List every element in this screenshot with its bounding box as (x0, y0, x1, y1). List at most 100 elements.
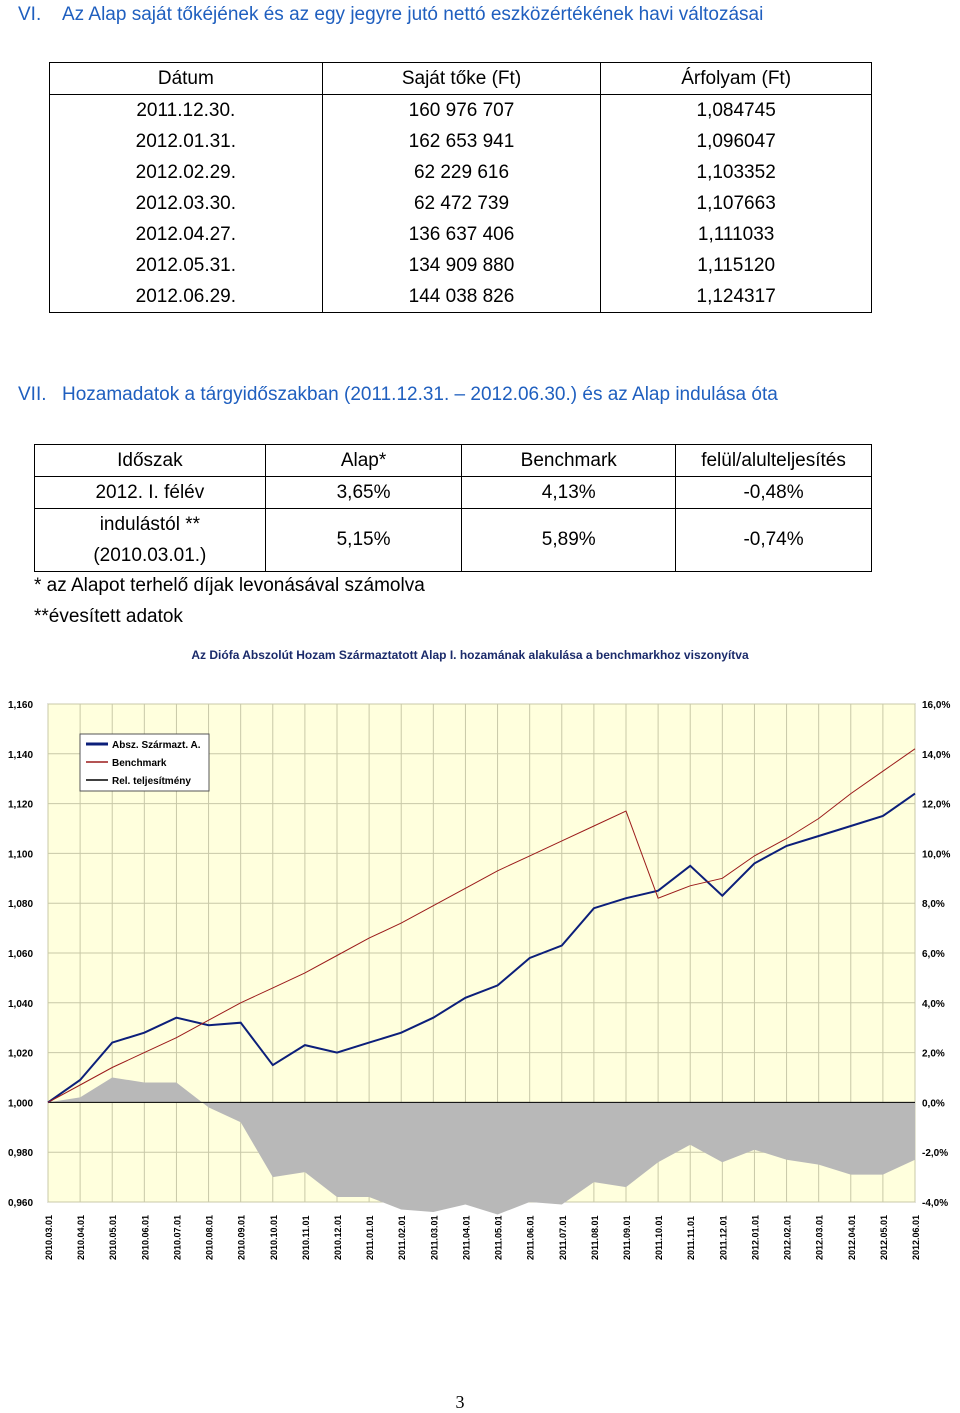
period-line: 2012. I. félév (95, 481, 205, 503)
y-left-tick-label: 1,040 (8, 999, 33, 1010)
y-right-tick-label: 6,0% (922, 949, 945, 960)
x-tick-label: 2010.06.01 (140, 1215, 150, 1260)
table-cell: 162 653 941 (321, 126, 602, 157)
table-cell: 1,107663 (600, 188, 872, 219)
series-line-benchmark (47, 748, 916, 1103)
column-header: Dátum (49, 62, 323, 95)
table-cell: 1,115120 (600, 250, 872, 281)
y-right-tick-label: 8,0% (922, 899, 945, 910)
table-header-row: Dátum Saját tőke (Ft) Árfolyam (Ft) (49, 62, 872, 95)
x-tick-label: 2011.04.01 (461, 1215, 471, 1260)
y-right-tick-label: 4,0% (922, 999, 945, 1010)
period-line: (2010.03.01.) (93, 545, 207, 566)
column-header: felül/alulteljesítés (675, 444, 872, 477)
table-cell: 5,89% (461, 508, 677, 572)
table-cell: -0,74% (675, 508, 872, 572)
y-right-tick-label: 10,0% (922, 849, 950, 860)
x-tick-label: 2011.06.01 (526, 1215, 536, 1260)
y-left-tick-label: 1,020 (8, 1049, 33, 1060)
column-header: Alap* (264, 444, 463, 477)
x-tick-label: 2011.03.01 (429, 1215, 439, 1260)
section7-heading: VII. Hozamadatok a tárgyidőszakban (2011.… (18, 384, 778, 406)
table-cell: 2012.01.31. (49, 126, 323, 157)
legend-label: Absz. Származt. A. (112, 740, 201, 751)
x-tick-label: 2010.07.01 (172, 1215, 182, 1260)
table-header-row: Időszak Alap* Benchmark felül/alulteljesíté… (34, 444, 872, 477)
monthly-changes-table: Dátum Saját tőke (Ft) Árfolyam (Ft) 2011.12… (49, 62, 872, 313)
table-cell: 2012.06.29. (49, 281, 323, 313)
y-left-tick-label: 1,140 (8, 750, 33, 761)
page-number: 3 (455, 1392, 465, 1412)
table-row: indulástól ** (2010.03.01.) 5,15% 5,89% -0,7… (34, 508, 872, 572)
table-cell: 1,124317 (600, 281, 872, 313)
table-cell: 1,096047 (600, 126, 872, 157)
table-row: 2012. I. félév 3,65% 4,13% -0,48% (34, 476, 872, 509)
table-row: 2012.04.27. 136 637 406 1,111033 (49, 219, 872, 250)
x-tick-label: 2010.09.01 (237, 1215, 247, 1260)
table-cell: 4,13% (461, 476, 677, 509)
x-tick-label: 2011.08.01 (590, 1215, 600, 1260)
x-tick-label: 2011.02.01 (397, 1215, 407, 1260)
y-right-tick-label: 12,0% (922, 800, 950, 811)
x-tick-label: 2010.12.01 (333, 1215, 343, 1260)
table-cell: 144 038 826 (321, 281, 602, 313)
period-line: indulástól ** (99, 514, 201, 535)
legend-label: Benchmark (112, 758, 167, 769)
y-right-tick-label: 2,0% (922, 1049, 945, 1060)
x-tick-label: 2012.04.01 (847, 1215, 857, 1260)
table-row: 2011.12.30. 160 976 707 1,084745 (49, 94, 872, 126)
table-cell: -0,48% (675, 476, 872, 509)
table-cell: 1,111033 (600, 219, 872, 250)
period-cell: 2012. I. félév (34, 476, 266, 509)
legend-label: Rel. teljesítmény (112, 776, 191, 787)
x-tick-label: 2011.09.01 (622, 1215, 632, 1260)
x-tick-label: 2010.05.01 (108, 1215, 118, 1260)
table-cell: 2012.04.27. (49, 219, 323, 250)
x-tick-label: 2010.08.01 (205, 1215, 215, 1260)
x-tick-label: 2012.06.01 (911, 1215, 921, 1260)
table-cell: 134 909 880 (321, 250, 602, 281)
x-tick-label: 2012.05.01 (879, 1215, 889, 1260)
x-tick-label: 2010.11.01 (301, 1215, 311, 1260)
column-header: Benchmark (461, 444, 677, 477)
y-left-tick-label: 1,160 (8, 700, 33, 711)
table-cell: 62 472 739 (321, 188, 602, 219)
y-right-tick-label: -2,0% (922, 1148, 948, 1159)
returns-table: Időszak Alap* Benchmark felül/alulteljesíté… (34, 444, 872, 572)
table-cell: 5,15% (264, 508, 463, 572)
table-row: 2012.02.29. 62 229 616 1,103352 (49, 157, 872, 188)
y-left-tick-label: 1,060 (8, 949, 33, 960)
column-header: Saját tőke (Ft) (321, 62, 602, 95)
y-left-tick-label: 1,080 (8, 899, 33, 910)
table-row: 2012.01.31. 162 653 941 1,096047 (49, 126, 872, 157)
y-right-tick-label: 0,0% (922, 1098, 945, 1109)
y-left-tick-label: 0,980 (8, 1148, 33, 1159)
x-tick-label: 2011.05.01 (494, 1215, 504, 1260)
y-right-tick-label: 16,0% (922, 700, 950, 711)
x-tick-label: 2011.10.01 (654, 1215, 664, 1260)
section6-title: Az Alap saját tőkéjének és az egy jegyre… (62, 4, 764, 25)
series-area-rel-teljesitmeny (48, 1077, 915, 1215)
y-left-tick-label: 1,100 (8, 849, 33, 860)
table-cell: 2012.03.30. (49, 188, 323, 219)
table-cell: 62 229 616 (321, 157, 602, 188)
x-tick-label: 2011.12.01 (718, 1215, 728, 1260)
table-cell: 1,084745 (600, 94, 872, 126)
column-header: Időszak (34, 444, 266, 477)
x-tick-label: 2011.07.01 (558, 1215, 568, 1260)
table-cell: 160 976 707 (321, 94, 602, 126)
x-tick-label: 2010.10.01 (269, 1215, 279, 1260)
column-header: Árfolyam (Ft) (600, 62, 872, 95)
x-tick-label: 2012.03.01 (815, 1215, 825, 1260)
x-tick-label: 2011.01.01 (365, 1215, 375, 1260)
chart-legend: Absz. Származt. A. Benchmark Rel. teljesít… (79, 733, 210, 792)
x-tick-label: 2012.02.01 (783, 1215, 793, 1260)
x-tick-label: 2010.04.01 (76, 1215, 86, 1260)
y-left-tick-label: 1,120 (8, 800, 33, 811)
section7-title: Hozamadatok a tárgyidőszakban (2011.12.3… (62, 384, 778, 405)
x-tick-label: 2010.03.01 (44, 1215, 54, 1260)
table-cell: 2012.02.29. (49, 157, 323, 188)
table-cell: 2012.05.31. (49, 250, 323, 281)
section7-number: VII. (18, 384, 47, 405)
x-tick-label: 2011.11.01 (686, 1216, 696, 1260)
